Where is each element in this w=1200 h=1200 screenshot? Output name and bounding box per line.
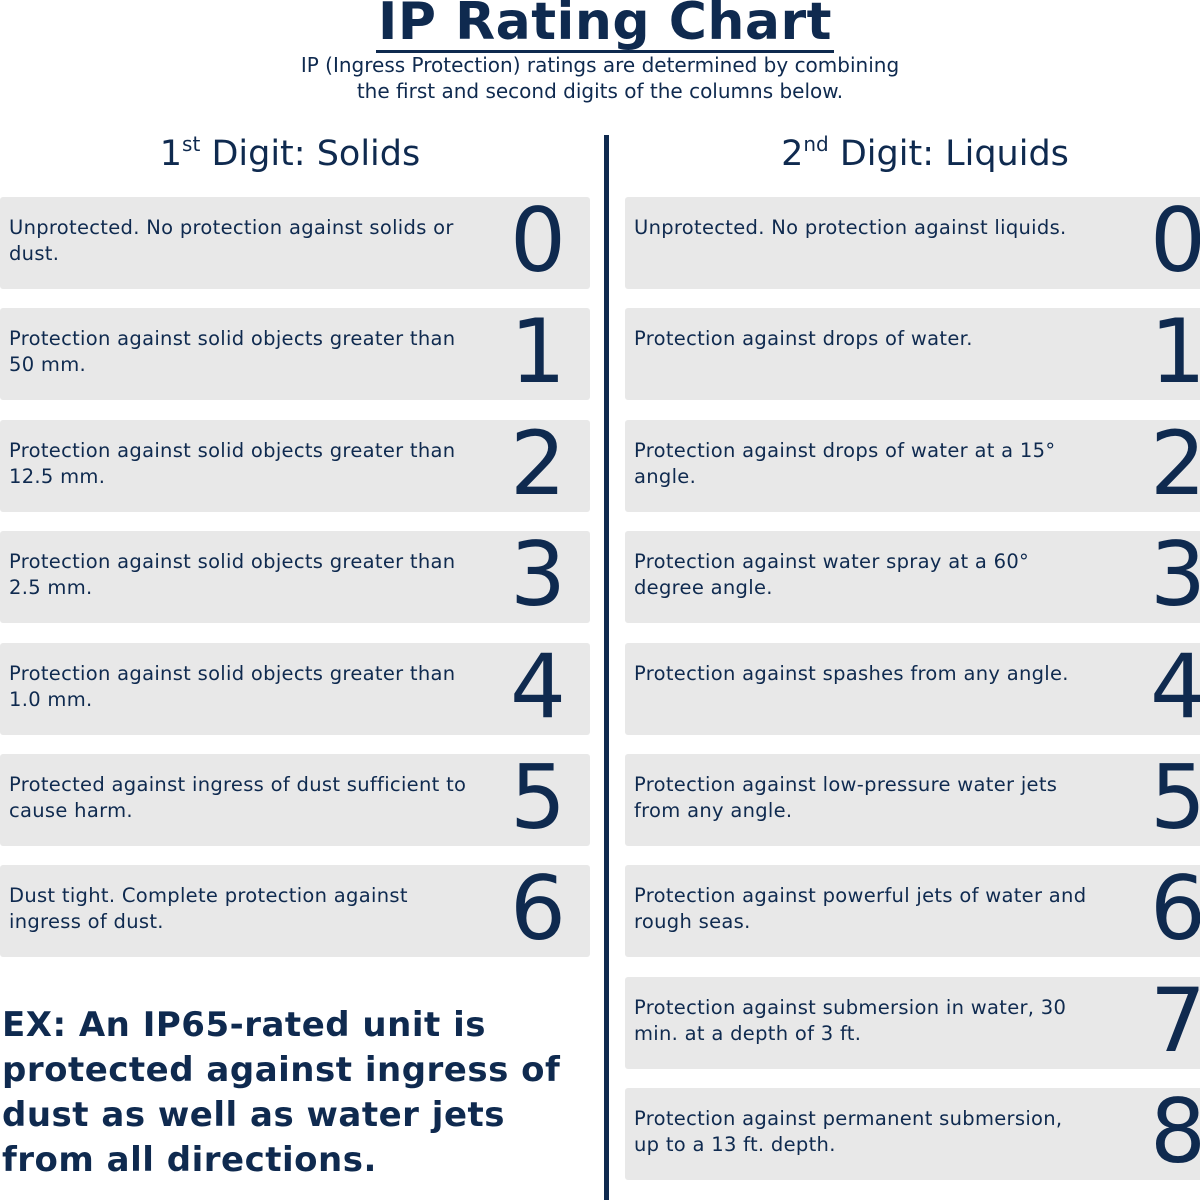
rating-digit: 2 xyxy=(510,411,566,515)
rating-description: Protection against spashes from any angl… xyxy=(634,661,1069,685)
rating-row: Protection against drops of water at a 1… xyxy=(625,413,1200,513)
ordinal-suffix: st xyxy=(182,132,201,156)
rating-row: Protection against permanent submersion,… xyxy=(625,1082,1200,1182)
solids-heading: 1st Digit: Solids xyxy=(0,132,580,174)
rating-digit: 5 xyxy=(510,746,566,849)
ordinal: 2 xyxy=(781,134,804,174)
rating-row: Protection against solid objects greater… xyxy=(0,302,590,402)
rating-row: Protected against ingress of dust suffic… xyxy=(0,748,590,848)
rating-digit: 1 xyxy=(1150,300,1200,404)
rating-digit: 0 xyxy=(510,189,566,292)
rating-digit: 5 xyxy=(1150,746,1200,849)
rating-description: Protection against low-pressure water je… xyxy=(634,773,1058,822)
liquids-heading: 2nd Digit: Liquids xyxy=(625,132,1200,174)
rating-digit: 7 xyxy=(1150,968,1200,1072)
title-text: IP Rating Chart xyxy=(376,0,834,53)
rating-digit: 3 xyxy=(1150,523,1200,627)
rating-row: Protection against spashes from any angl… xyxy=(625,636,1200,736)
rating-digit: 3 xyxy=(510,523,566,627)
ordinal-suffix: nd xyxy=(803,132,829,156)
heading-text: Digit: Solids xyxy=(211,134,421,174)
rating-row: Protection against submersion in water, … xyxy=(625,970,1200,1070)
ordinal: 1 xyxy=(159,134,183,174)
rating-description: Protection against solid objects greater… xyxy=(9,438,456,488)
rating-row: Protection against solid objects greater… xyxy=(0,413,590,513)
rating-digit: 6 xyxy=(510,857,566,961)
column-divider xyxy=(604,135,609,1200)
heading-text: Digit: Liquids xyxy=(839,134,1069,174)
rating-digit: 1 xyxy=(510,300,566,404)
rating-digit: 8 xyxy=(1150,1080,1200,1184)
rating-description: Protection against powerful jets of wate… xyxy=(634,884,1087,934)
page-title: IP Rating Chart xyxy=(0,0,1200,53)
rating-digit: 2 xyxy=(1150,411,1200,515)
rating-description: Unprotected. No protection against liqui… xyxy=(634,216,1067,239)
rating-description: Protection against drops of water at a 1… xyxy=(634,438,1056,488)
rating-description: Protection against permanent submersion,… xyxy=(634,1107,1063,1157)
subtitle-line: IP (Ingress Protection) ratings are dete… xyxy=(300,53,900,77)
rating-digit: 4 xyxy=(510,634,566,738)
rating-digit: 4 xyxy=(1150,634,1200,738)
rating-description: Unprotected. No protection against solid… xyxy=(9,216,454,265)
rating-row: Protection against solid objects greater… xyxy=(0,636,590,736)
rating-digit: 6 xyxy=(1150,857,1200,961)
rating-row: Protection against water spray at a 60° … xyxy=(625,525,1200,625)
rating-digit: 0 xyxy=(1150,189,1200,292)
subtitle-line: the first and second digits of the colum… xyxy=(356,79,844,103)
rating-description: Protection against drops of water. xyxy=(634,327,973,351)
rating-description: Dust tight. Complete protection against … xyxy=(9,884,408,934)
rating-description: Protection against submersion in water, … xyxy=(634,995,1067,1045)
subtitle: IP (Ingress Protection) ratings are dete… xyxy=(0,52,1200,104)
rating-description: Protection against water spray at a 60° … xyxy=(634,550,1030,600)
rating-row: Protection against drops of water. 1 xyxy=(625,302,1200,402)
rating-row: Protection against powerful jets of wate… xyxy=(625,859,1200,959)
rating-row: Protection against solid objects greater… xyxy=(0,525,590,625)
rating-row: Dust tight. Complete protection against … xyxy=(0,859,590,959)
rating-row: Unprotected. No protection against liqui… xyxy=(625,191,1200,291)
rating-description: Protected against ingress of dust suffic… xyxy=(9,773,467,822)
rating-description: Protection against solid objects greater… xyxy=(9,327,456,377)
rating-row: Protection against low-pressure water je… xyxy=(625,748,1200,848)
rating-description: Protection against solid objects greater… xyxy=(9,550,456,600)
example-note: EX: An IP65-rated unit is protected agai… xyxy=(2,1005,561,1180)
rating-description: Protection against solid objects greater… xyxy=(9,661,456,711)
rating-row: Unprotected. No protection against solid… xyxy=(0,191,590,291)
